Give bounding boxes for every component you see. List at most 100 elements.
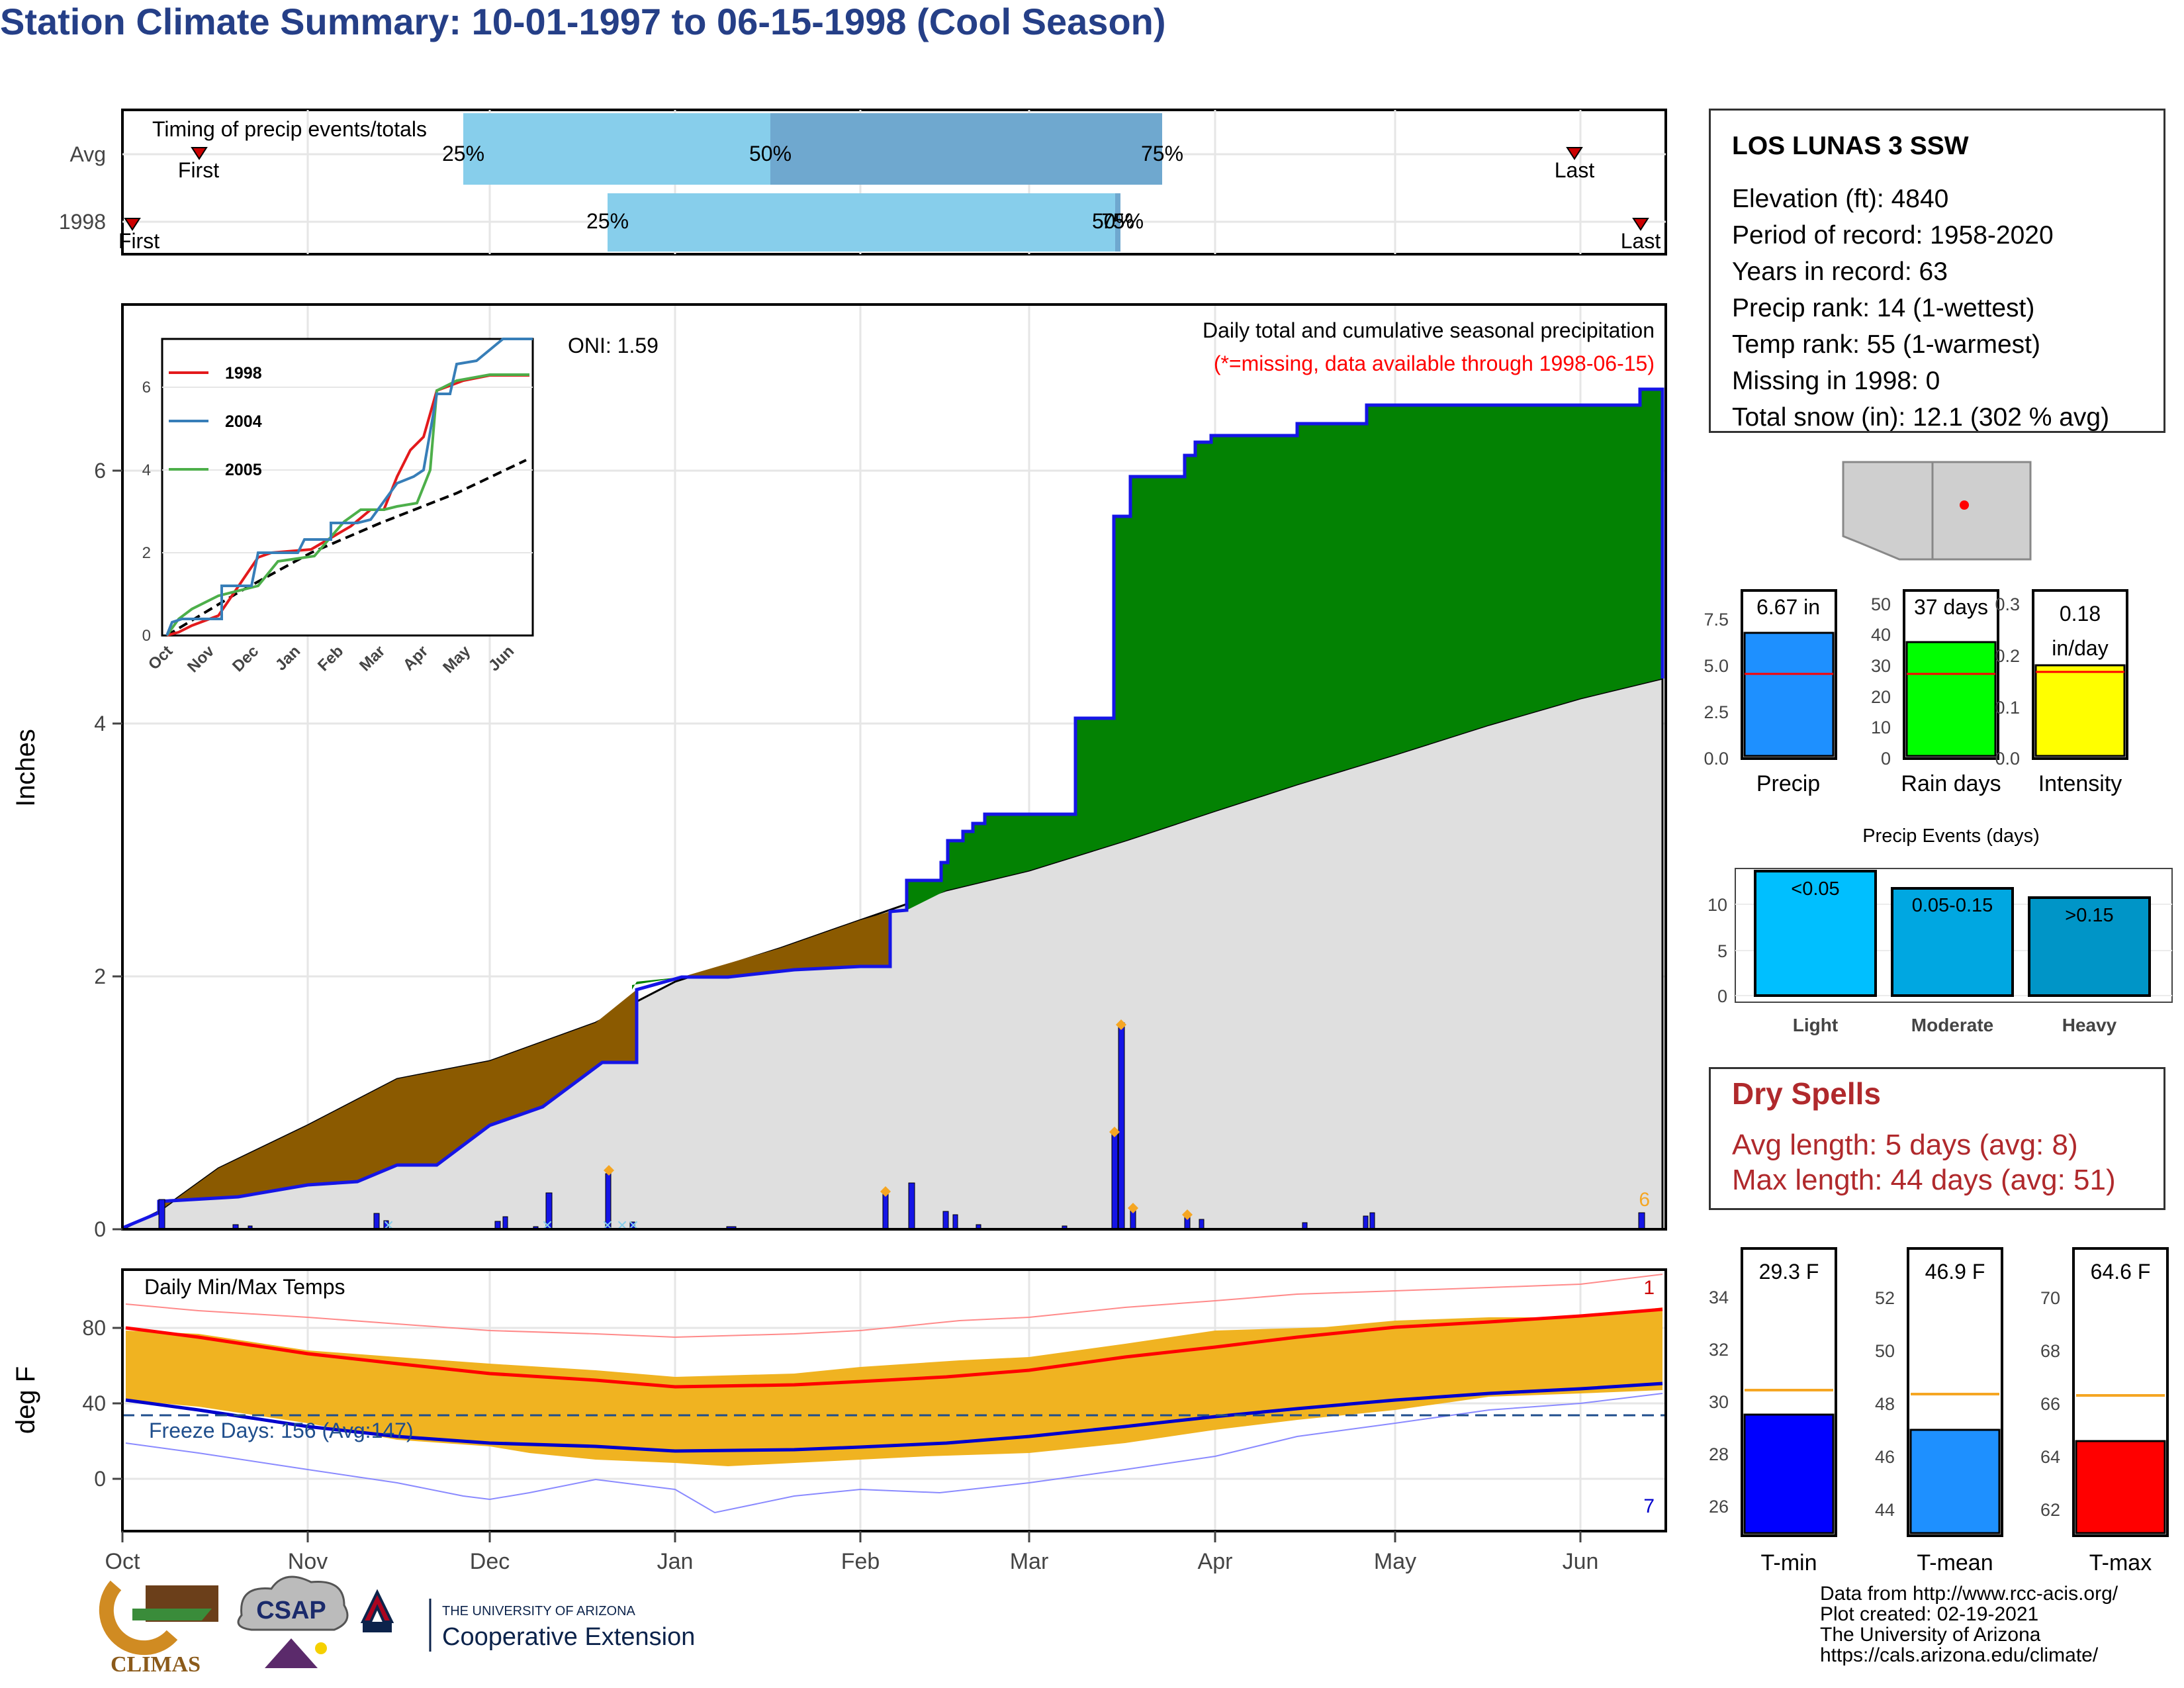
month-tick: Nov	[288, 1549, 328, 1574]
mini-ytick: 7.5	[1704, 610, 1729, 630]
temp-bar-ytick: 66	[2040, 1394, 2060, 1414]
temp-bar-tmin: 29.3 F 26 28 30 32 34 T-min	[1709, 1247, 1837, 1575]
avg-first-label: First	[178, 158, 219, 182]
y1998-p75-label: 75%	[1101, 209, 1144, 233]
surplus-area	[632, 389, 1662, 990]
row-label-avg: Avg	[69, 142, 106, 166]
month-tick: Dec	[470, 1549, 510, 1574]
daily-record-markers	[604, 1019, 1193, 1220]
y1998-timing-bar	[608, 193, 1115, 252]
y1998-p50-label: 50%	[1092, 209, 1134, 233]
month-tick: Mar	[1010, 1549, 1049, 1574]
temp-bar-ytick: 30	[1709, 1392, 1729, 1412]
y1998-first-marker	[124, 218, 141, 231]
csap-text: CSAP	[256, 1597, 326, 1624]
events-ytick: 0	[1717, 986, 1727, 1006]
mini-ytick: 0.1	[1995, 698, 2020, 718]
svg-text:×: ×	[617, 1215, 627, 1235]
inset-legend-label: 1998	[225, 364, 262, 383]
inset-ytick: 0	[142, 627, 151, 645]
temp-panel: Daily Min/Max Temps Freeze Days: 156 (Av…	[11, 1268, 1667, 1574]
precip-ytick: 0	[94, 1217, 106, 1241]
inset-ytick: 6	[142, 379, 151, 397]
ua-small-text: THE UNIVERSITY OF ARIZONA	[442, 1604, 636, 1618]
temp-bar-ytick: 52	[1875, 1288, 1895, 1308]
mini-ytick: 0.3	[1995, 594, 2020, 614]
credits: Data from http://www.rcc-acis.org/ Plot …	[1820, 1583, 2118, 1665]
avg-timing-bar-light	[463, 113, 770, 185]
avg-first-marker	[191, 147, 208, 160]
deficit-area-2	[682, 912, 890, 977]
temp-ytick: 40	[82, 1391, 106, 1415]
temp-bar-ytick: 44	[1875, 1500, 1895, 1520]
events-range: >0.15	[2065, 905, 2113, 926]
temp-bar-ytick: 70	[2040, 1288, 2060, 1308]
avg-last-marker	[1566, 147, 1583, 160]
temp-bar-ytick: 32	[1709, 1340, 1729, 1360]
inset-legend-label: 2005	[225, 461, 262, 479]
temp-bar-ytick: 48	[1875, 1394, 1895, 1414]
precip-value: 6.67 in	[1756, 595, 1820, 619]
dry-spells-box: Dry Spells Avg length: 5 days (avg: 8) M…	[1709, 1067, 2165, 1210]
tmin-label: T-min	[1761, 1550, 1817, 1575]
month-tick: May	[1374, 1549, 1416, 1574]
temp-bar-ytick: 64	[2040, 1447, 2060, 1467]
timing-panel: Timing of precip events/totals Avg 1998 …	[59, 109, 1667, 256]
precip-bar-label: Precip	[1756, 771, 1820, 796]
inset-series-2005	[165, 373, 529, 637]
station-missing: Missing in 1998: 0	[1732, 367, 1940, 395]
freeze-days-label: Freeze Days: 156 (Avg:147)	[149, 1419, 414, 1442]
station-elevation: Elevation (ft): 4840	[1732, 185, 1949, 213]
temp-count-top: 1	[1643, 1277, 1655, 1299]
temp-bar-ytick: 26	[1709, 1497, 1729, 1517]
mini-bar-intensity: 0.18 in/day 0.0 0.1 0.2 0.3 Intensity	[1995, 589, 2128, 796]
intensity-bar-label: Intensity	[2038, 771, 2122, 796]
credit-line: Data from http://www.rcc-acis.org/	[1820, 1583, 2118, 1605]
tmean-label: T-mean	[1917, 1550, 1993, 1575]
temp-bar-ytick: 28	[1709, 1444, 1729, 1464]
temp-bar-ytick: 50	[1875, 1341, 1895, 1361]
rain-days-bar-label: Rain days	[1901, 771, 2001, 796]
events-range: 0.05-0.15	[1912, 895, 1993, 916]
record-max-line	[125, 1274, 1663, 1338]
month-tick: Jun	[1563, 1549, 1599, 1574]
station-period: Period of record: 1958-2020	[1732, 221, 2054, 250]
tmax-average-line	[125, 1307, 1663, 1389]
mini-ytick: 0.2	[1995, 646, 2020, 666]
events-bar-light	[1754, 870, 1877, 997]
temp-count-bottom: 7	[1643, 1495, 1655, 1517]
mini-bar-rain-days: 37 days 0 10 20 30 40 50 Rain days	[1871, 589, 2001, 796]
row-label-1998: 1998	[59, 210, 106, 234]
precip-heading: Daily total and cumulative seasonal prec…	[1203, 318, 1655, 342]
mini-ytick: 0.0	[1995, 749, 2020, 769]
events-panel: Precip Events (days) <0.05 0.05-0.15 >0.…	[1707, 825, 2173, 1035]
record-min-line	[125, 1393, 1663, 1514]
temp-ylabel: deg F	[11, 1366, 40, 1434]
station-location-dot	[1960, 500, 1969, 510]
mini-ytick: 5.0	[1704, 656, 1729, 676]
y1998-first-label: First	[118, 229, 159, 253]
inset-ytick: 4	[142, 461, 151, 479]
temp-bar-tmax: 64.6 F 62 64 66 68 70 T-max	[2040, 1247, 2169, 1575]
mini-ytick: 50	[1871, 594, 1891, 614]
tmax-value: 64.6 F	[2091, 1260, 2151, 1284]
temp-bar-ytick: 46	[1875, 1447, 1895, 1467]
events-bar-label: Moderate	[1911, 1015, 1993, 1035]
temp-bar-ytick: 68	[2040, 1341, 2060, 1361]
temp-bar-ytick: 62	[2040, 1500, 2060, 1520]
month-tick: Feb	[841, 1549, 880, 1574]
inset-series-2004	[165, 338, 533, 636]
missing-note: (*=missing, data available through 1998-…	[1214, 352, 1655, 375]
climas-text: CLIMAS	[111, 1652, 201, 1677]
inset-average-line	[165, 459, 527, 637]
temp-bar-ytick: 34	[1709, 1288, 1729, 1307]
avg-p50-label: 50%	[749, 142, 792, 165]
month-tick: Apr	[1198, 1549, 1233, 1574]
events-bar-moderate	[1891, 887, 2014, 997]
avg-last-label: Last	[1555, 158, 1595, 182]
climas-logo: CLIMAS	[99, 1580, 218, 1677]
page-title: Station Climate Summary: 10-01-1997 to 0…	[0, 1, 1166, 42]
events-range: <0.05	[1791, 878, 1839, 900]
mini-ytick: 0	[1881, 749, 1891, 769]
